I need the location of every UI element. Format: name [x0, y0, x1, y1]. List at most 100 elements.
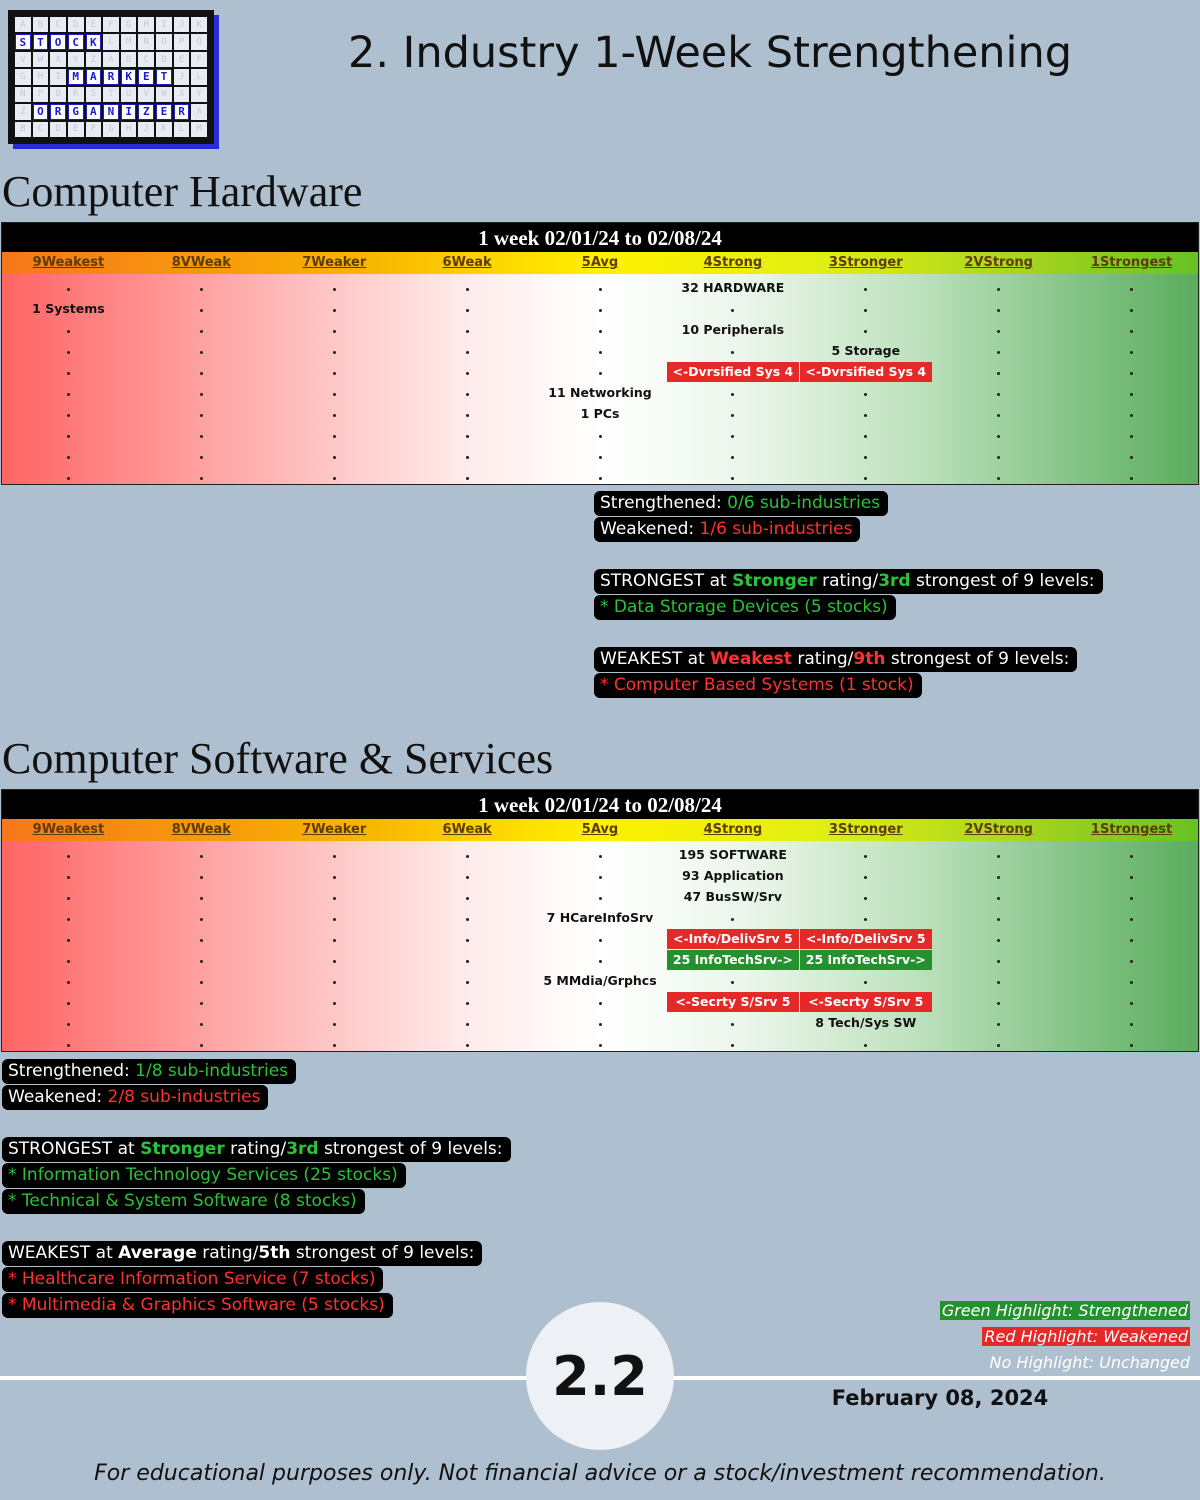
weakest-suffix: strongest of 9 levels: [885, 649, 1070, 669]
logo-letter: H [32, 69, 49, 85]
empty-cell-dot [997, 918, 1001, 921]
empty-cell-dot [332, 1023, 336, 1026]
empty-cell-dot [997, 876, 1001, 879]
legend-unchanged: No Highlight: Unchanged [989, 1353, 1190, 1372]
empty-cell-dot [332, 456, 336, 459]
highlight-legend: Green Highlight: Strengthened Red Highli… [939, 1298, 1190, 1376]
empty-cell-dot [1130, 1023, 1134, 1026]
empty-cell-dot [1130, 939, 1134, 942]
empty-cell-dot [864, 897, 868, 900]
level-label: 3Stronger [828, 822, 903, 837]
empty-cell-dot [731, 456, 735, 459]
empty-cell-dot [1130, 1002, 1134, 1005]
empty-cell-dot [997, 981, 1001, 984]
strongest-item-line: * Technical & System Software (8 stocks) [2, 1188, 511, 1214]
strengthened-line-box: Strengthened: 1/8 sub-industries [2, 1059, 297, 1084]
report-date: February 08, 2024 [831, 1386, 1049, 1410]
level-label: 2VStrong [964, 255, 1033, 270]
grid-period-header: 1 week 02/01/24 to 02/08/24 [2, 790, 1198, 819]
empty-cell-dot [66, 414, 70, 417]
empty-cell-dot [997, 456, 1001, 459]
weakest-item-line-box: * Multimedia & Graphics Software (5 stoc… [2, 1293, 393, 1318]
empty-cell-dot [997, 1023, 1001, 1026]
empty-cell-dot [66, 1002, 70, 1005]
sub-industry-entry: <-Dvrsified Sys 4 [666, 362, 799, 382]
empty-cell-dot [997, 435, 1001, 438]
weakest-line: WEAKEST at Average rating/5th strongest … [2, 1240, 511, 1266]
empty-cell-dot [864, 414, 868, 417]
strongest-line-box: STRONGEST at Stronger rating/3rd stronge… [594, 569, 1103, 594]
logo-letter: E [85, 17, 102, 33]
logo-letter: I [120, 104, 137, 120]
empty-cell-dot [66, 477, 70, 480]
empty-cell-dot [997, 393, 1001, 396]
logo-letter: L [173, 121, 190, 137]
empty-cell-dot [66, 1023, 70, 1026]
logo-letter: G [67, 104, 84, 120]
empty-cell-dot [731, 918, 735, 921]
logo-letter: Q [50, 86, 66, 103]
sub-industry-entry: 5 MMdia/Grphcs [543, 973, 657, 988]
strongest-item-line: * Information Technology Services (25 st… [2, 1162, 511, 1188]
logo-letter: L [191, 69, 207, 85]
logo-letter: A [191, 104, 207, 120]
empty-cell-dot [199, 309, 203, 312]
logo-letter: Z [15, 104, 31, 120]
weakest-item: * Multimedia & Graphics Software (5 stoc… [8, 1295, 385, 1315]
empty-cell-dot [864, 477, 868, 480]
weakest-rank: 9th [853, 649, 886, 669]
empty-cell-dot [332, 435, 336, 438]
sub-industry-entry: <-Dvrsified Sys 4 [799, 362, 932, 382]
empty-cell-dot [465, 876, 469, 879]
empty-cell-dot [199, 456, 203, 459]
logo-letter: P [32, 86, 49, 103]
empty-cell-dot [465, 918, 469, 921]
logo-letter: W [156, 86, 172, 103]
weakest-mid: rating/ [791, 649, 854, 669]
logo-letter: O [156, 34, 172, 50]
empty-cell-dot [1130, 330, 1134, 333]
empty-cell-dot [199, 288, 203, 291]
strengthened-count: 0/6 sub-industries [727, 493, 881, 513]
logo-letter: E [67, 121, 84, 137]
sub-industry-entry: 1 Systems [32, 301, 105, 316]
empty-cell-dot [199, 351, 203, 354]
empty-cell-dot [1130, 960, 1134, 963]
logo-letter: T [156, 69, 172, 85]
sub-industry-entry: 25 InfoTechSrv-> [666, 950, 799, 970]
logo-letter: F [85, 121, 102, 137]
weakest-item-line-box: * Computer Based Systems (1 stock) [594, 673, 922, 698]
empty-cell-dot [598, 309, 602, 312]
empty-cell-dot [199, 876, 203, 879]
weakest-item: * Healthcare Information Service (7 stoc… [8, 1269, 376, 1289]
empty-cell-dot [66, 330, 70, 333]
strengthened-count: 1/8 sub-industries [135, 1061, 289, 1081]
empty-cell-dot [66, 435, 70, 438]
logo-letter: R [67, 86, 84, 103]
logo-letter: D [50, 121, 66, 137]
logo-letter: K [85, 34, 102, 50]
empty-cell-dot [1130, 918, 1134, 921]
empty-cell-dot [864, 855, 868, 858]
empty-cell-dot [332, 981, 336, 984]
empty-cell-dot [598, 960, 602, 963]
empty-cell-dot [66, 393, 70, 396]
empty-cell-dot [997, 330, 1001, 333]
empty-cell-dot [731, 981, 735, 984]
empty-cell-dot [598, 456, 602, 459]
grid-body: 32 HARDWARE 1 Systems 10 Peripherals 5 Stor… [2, 274, 1198, 484]
empty-cell-dot [864, 981, 868, 984]
empty-cell-dot [465, 981, 469, 984]
logo-letter: I [50, 69, 66, 85]
logo-letter: C [32, 121, 49, 137]
logo-letter: K [120, 69, 137, 85]
empty-cell-dot [1130, 372, 1134, 375]
weakest-rating: Weakest [710, 649, 792, 669]
empty-cell-dot [1130, 435, 1134, 438]
empty-cell-dot [864, 288, 868, 291]
strongest-item-line-box: * Data Storage Devices (5 stocks) [594, 595, 896, 620]
strongest-prefix: STRONGEST at [8, 1139, 141, 1159]
logo-letter: B [120, 51, 137, 68]
logo-letter: K [156, 121, 172, 137]
empty-cell-dot [997, 855, 1001, 858]
